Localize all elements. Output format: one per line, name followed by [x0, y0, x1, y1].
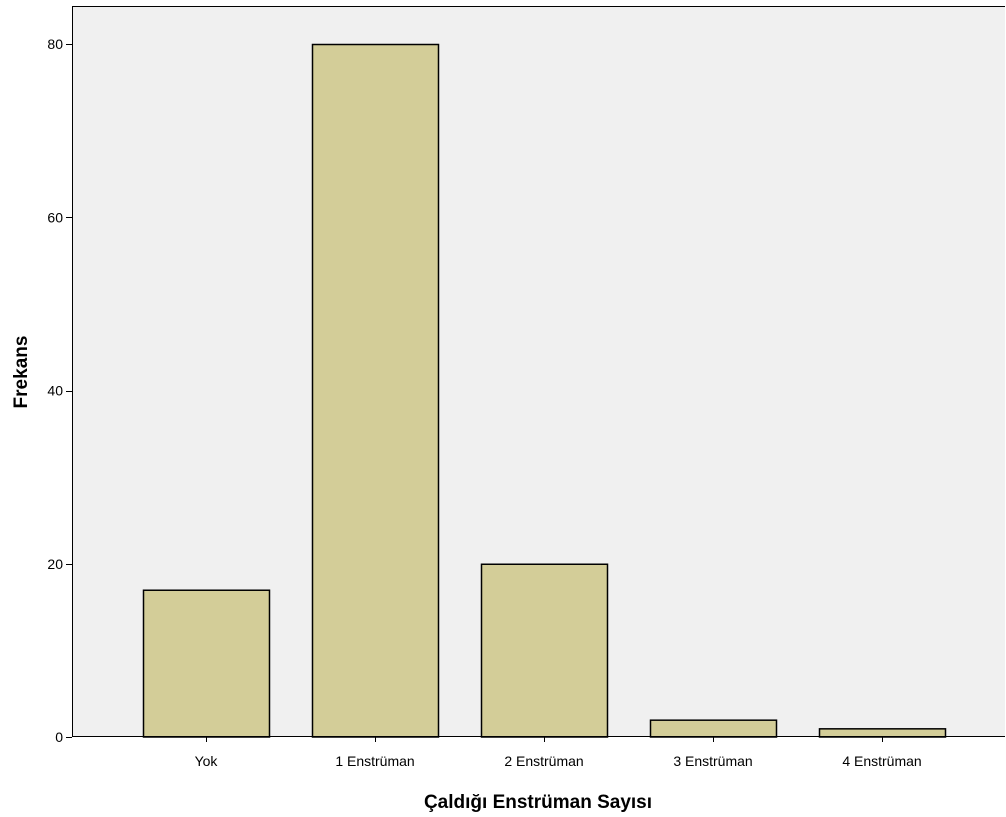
y-tick-label: 0 — [55, 729, 63, 745]
bar-4-enstrüman — [818, 728, 947, 738]
x-tick-label: 4 Enstrüman — [842, 753, 921, 769]
y-axis-ticks: 0 20 40 60 80 — [47, 36, 72, 745]
y-axis-title: Frekans — [11, 336, 32, 409]
bar-yok — [142, 589, 271, 738]
x-axis-ticks: Yok 1 Enstrüman 2 Enstrüman 3 Enstrüman 4 En… — [195, 737, 922, 769]
y-tick-label: 20 — [47, 556, 63, 572]
y-tick-label: 40 — [47, 383, 63, 399]
x-tick-label: 3 Enstrüman — [673, 753, 752, 769]
y-tick-label: 60 — [47, 209, 63, 225]
x-tick-label: 2 Enstrüman — [504, 753, 583, 769]
bar-2-enstrüman — [480, 563, 609, 738]
bars-group — [142, 43, 947, 738]
y-tick-label: 80 — [47, 36, 63, 52]
x-tick-label: Yok — [195, 753, 219, 769]
x-axis-title: Çaldığı Enstrüman Sayısı — [424, 792, 652, 813]
bar-3-enstrüman — [649, 719, 778, 738]
x-tick-label: 1 Enstrüman — [335, 753, 414, 769]
bar-1-enstrüman — [311, 43, 440, 738]
